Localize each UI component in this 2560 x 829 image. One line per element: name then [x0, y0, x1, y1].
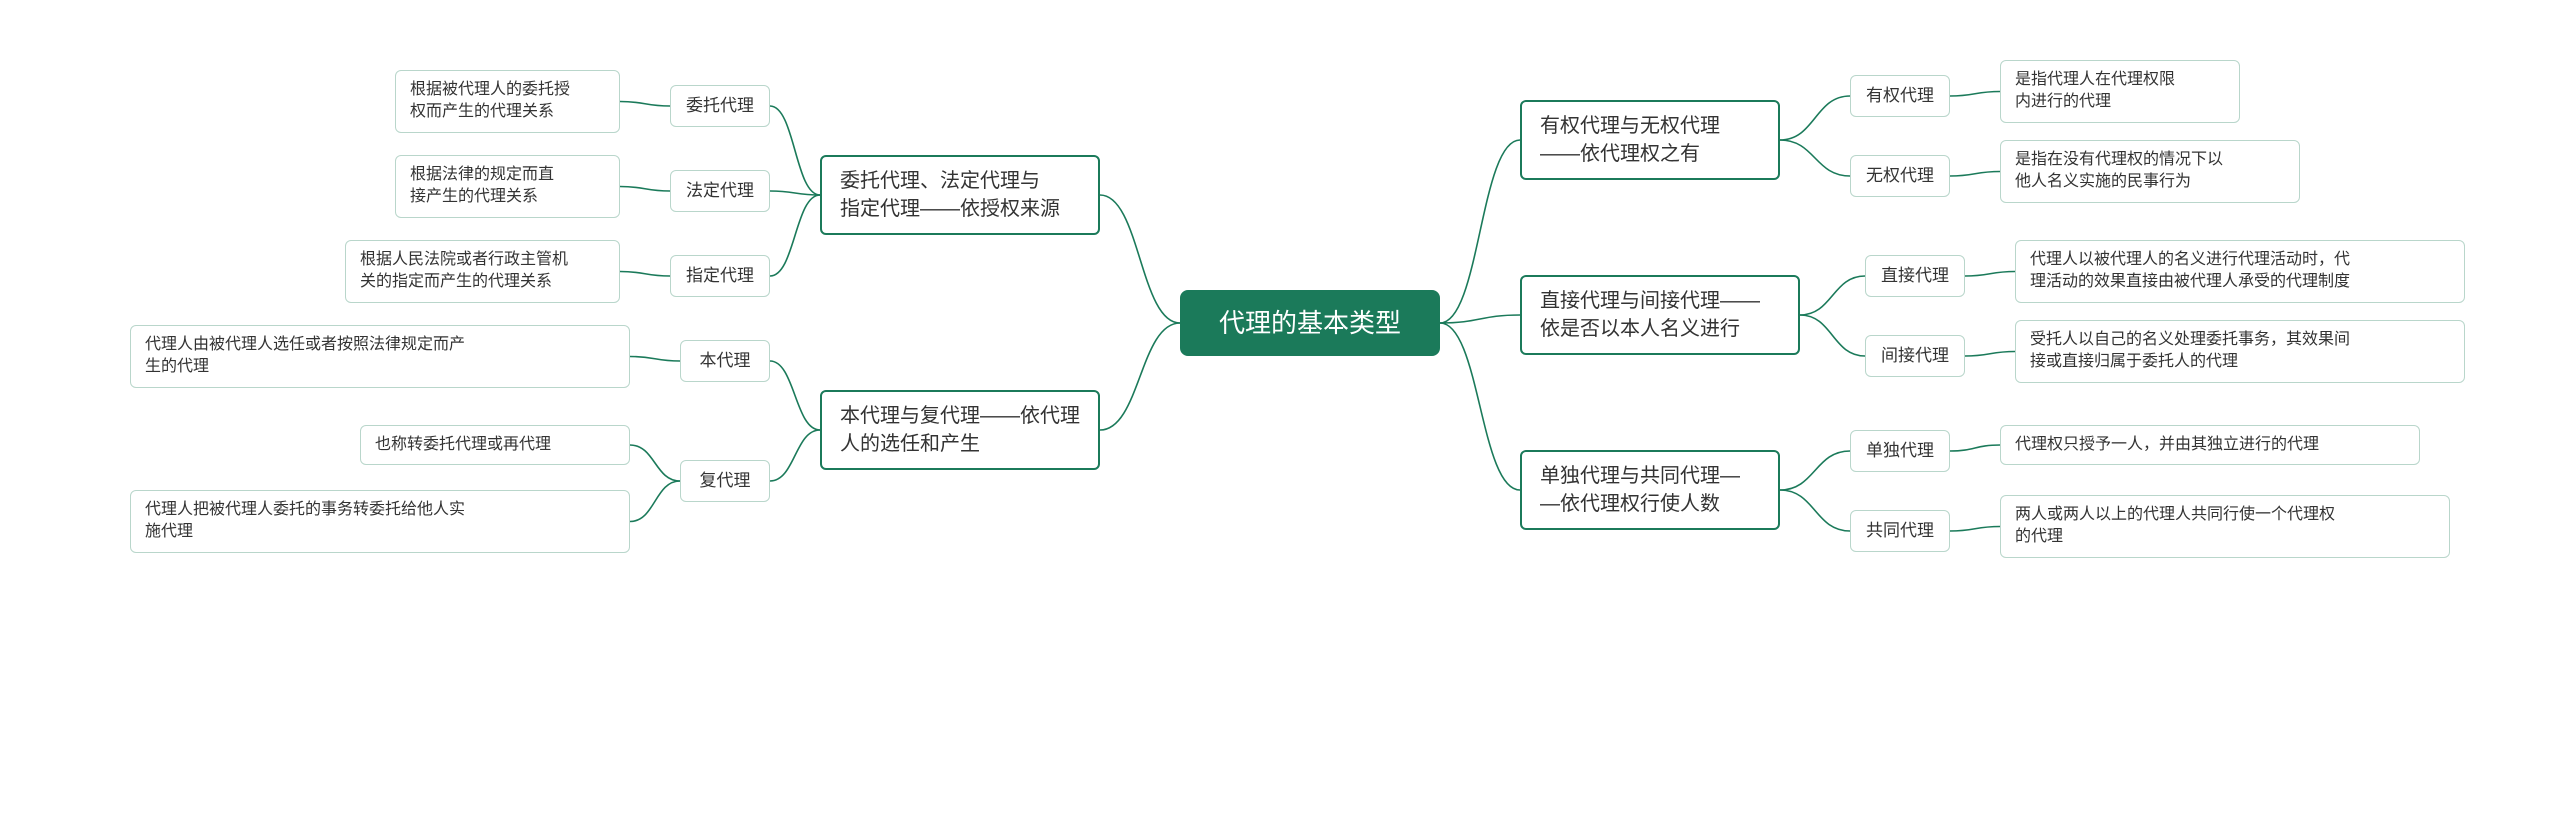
node-root: 代理的基本类型 [1180, 290, 1440, 356]
node-L3b2a: 也称转委托代理或再代理 [360, 425, 630, 465]
node-L2a1: 委托代理 [670, 85, 770, 127]
node-R3b1: 代理人以被代理人的名义进行代理活动时，代 理活动的效果直接由被代理人承受的代理制… [2015, 240, 2465, 303]
node-L3a3: 根据人民法院或者行政主管机 关的指定而产生的代理关系 [345, 240, 620, 303]
node-R2a1: 有权代理 [1850, 75, 1950, 117]
node-R2c1: 单独代理 [1850, 430, 1950, 472]
node-L2a3: 指定代理 [670, 255, 770, 297]
node-R1a: 有权代理与无权代理 ——依代理权之有 [1520, 100, 1780, 180]
node-L2a2: 法定代理 [670, 170, 770, 212]
node-L3b1: 代理人由被代理人选任或者按照法律规定而产 生的代理 [130, 325, 630, 388]
node-R3a1: 是指代理人在代理权限 内进行的代理 [2000, 60, 2240, 123]
node-R3a2: 是指在没有代理权的情况下以 他人名义实施的民事行为 [2000, 140, 2300, 203]
node-R2a2: 无权代理 [1850, 155, 1950, 197]
mindmap-canvas: 代理的基本类型 委托代理、法定代理与 指定代理——依授权来源本代理与复代理——依代… [0, 0, 2560, 829]
node-R3b2: 受托人以自己的名义处理委托事务，其效果间 接或直接归属于委托人的代理 [2015, 320, 2465, 383]
node-R1c: 单独代理与共同代理— —依代理权行使人数 [1520, 450, 1780, 530]
node-L3a1: 根据被代理人的委托授 权而产生的代理关系 [395, 70, 620, 133]
node-R2b2: 间接代理 [1865, 335, 1965, 377]
node-L3a2: 根据法律的规定而直 接产生的代理关系 [395, 155, 620, 218]
connector-layer [0, 0, 2560, 829]
node-L2b1: 本代理 [680, 340, 770, 382]
node-L1b: 本代理与复代理——依代理 人的选任和产生 [820, 390, 1100, 470]
node-L2b2: 复代理 [680, 460, 770, 502]
node-R2b1: 直接代理 [1865, 255, 1965, 297]
node-R1b: 直接代理与间接代理—— 依是否以本人名义进行 [1520, 275, 1800, 355]
node-R3c1: 代理权只授予一人，并由其独立进行的代理 [2000, 425, 2420, 465]
node-R2c2: 共同代理 [1850, 510, 1950, 552]
node-L3b2b: 代理人把被代理人委托的事务转委托给他人实 施代理 [130, 490, 630, 553]
node-R3c2: 两人或两人以上的代理人共同行使一个代理权 的代理 [2000, 495, 2450, 558]
node-L1a: 委托代理、法定代理与 指定代理——依授权来源 [820, 155, 1100, 235]
